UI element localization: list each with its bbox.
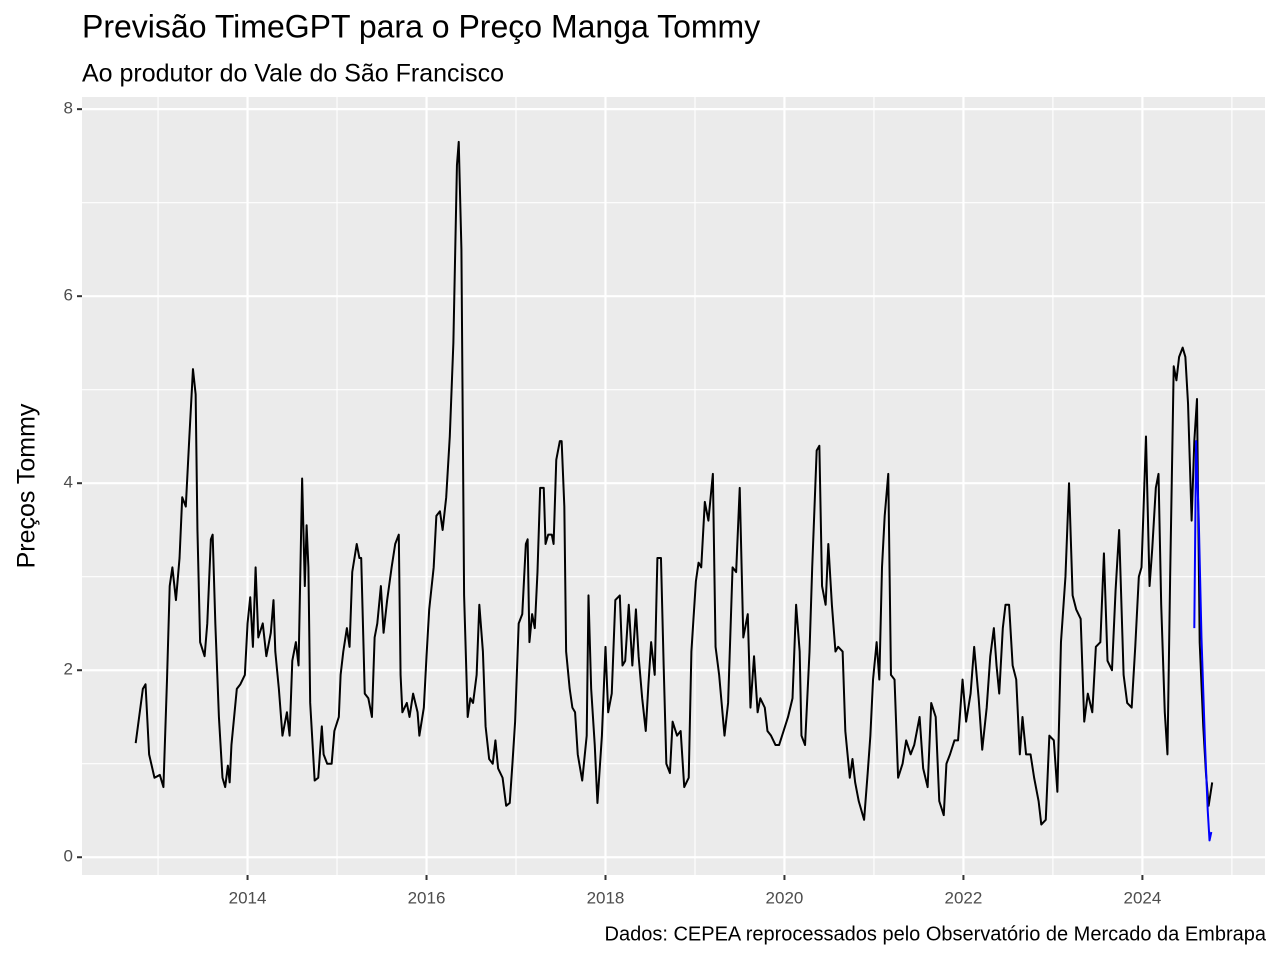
y-tick-label: 8 (64, 99, 73, 118)
caption: Dados: CEPEA reprocessados pelo Observat… (605, 923, 1267, 945)
x-tick-label: 2022 (945, 888, 983, 907)
y-tick-label: 0 (64, 847, 73, 866)
x-tick-label: 2020 (766, 888, 804, 907)
y-tick-label: 2 (64, 660, 73, 679)
y-tick-label: 4 (64, 473, 73, 492)
y-axis-label: Preços Tommy (13, 403, 41, 568)
series-line (134, 140, 1214, 826)
x-tick-label: 2018 (587, 888, 625, 907)
x-tick-label: 2024 (1123, 888, 1161, 907)
x-tick-label: 2016 (408, 888, 446, 907)
chart-title: Previsão TimeGPT para o Preço Manga Tomm… (82, 8, 760, 44)
chart-subtitle: Ao produtor do Vale do São Francisco (82, 60, 504, 88)
series-line (1193, 440, 1213, 842)
y-tick-label: 6 (64, 286, 73, 305)
x-tick-label: 2014 (229, 888, 267, 907)
panel (82, 97, 1265, 875)
